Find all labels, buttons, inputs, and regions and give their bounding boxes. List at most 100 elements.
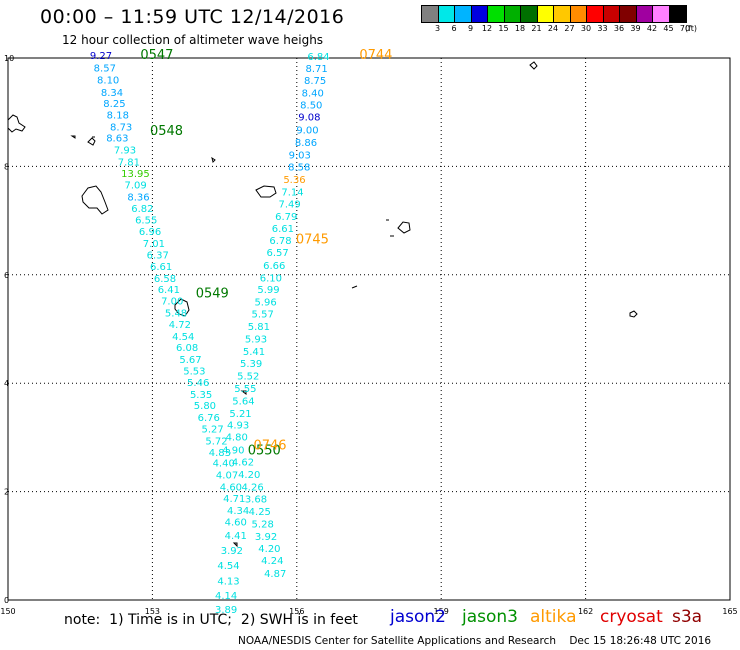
- swh-value: 6.61: [150, 262, 172, 273]
- island-outline: [70, 135, 76, 139]
- swh-value: 5.53: [183, 367, 205, 378]
- legend-swatch: [570, 6, 587, 22]
- swh-value: 6.37: [147, 251, 169, 262]
- swh-value: 7.93: [114, 145, 136, 156]
- swh-value: 7.14: [281, 188, 303, 199]
- swh-value: 7.00: [161, 297, 183, 308]
- legend-swatch: [554, 6, 571, 22]
- swh-value: 4.60: [220, 483, 242, 494]
- swh-value: 4.07: [216, 471, 238, 482]
- legend-label: 18: [514, 24, 526, 33]
- legend-label: 33: [597, 24, 608, 33]
- swh-value: 7.09: [124, 181, 146, 192]
- swh-value: 6.10: [260, 273, 282, 284]
- track-values: 9.27 8.578.10 8.348.258.188.738.637.937.81…: [90, 51, 330, 616]
- pass-time-label: 0548: [150, 124, 183, 139]
- y-tick-label: 10: [4, 54, 14, 63]
- island-outline: [629, 310, 638, 318]
- swh-value: 7.01: [143, 239, 165, 250]
- swh-value: 9.27: [90, 51, 112, 62]
- legend-label: 42: [646, 24, 658, 33]
- island-outlines: [7, 61, 638, 548]
- legend-swatch: [438, 6, 455, 22]
- swh-value: 4.24: [261, 556, 283, 567]
- legend-swatch: [603, 6, 620, 22]
- y-tick-label: 2: [4, 488, 9, 497]
- swh-value: 6.79: [275, 212, 297, 223]
- swh-value: 6.58: [154, 274, 176, 285]
- swh-value: 6.08: [176, 343, 198, 354]
- footer-note: note: 1) Time is in UTC; 2) SWH is in fe…: [64, 612, 358, 628]
- swh-value: 4.60: [225, 518, 247, 529]
- page-subtitle: 12 hour collection of altimeter wave hei…: [62, 33, 324, 47]
- y-tick-label: 4: [4, 379, 9, 388]
- swh-value: 7.81: [118, 157, 140, 168]
- swh-value: 5.39: [240, 359, 262, 370]
- island-outline: [7, 114, 26, 133]
- swh-value: 6.61: [272, 224, 294, 235]
- x-tick-label: 165: [722, 607, 737, 616]
- legend-label: 30: [580, 24, 592, 33]
- swh-value: 5.36: [283, 175, 305, 186]
- satellite-legend-item: cryosat: [600, 607, 663, 627]
- swh-value: 5.28: [252, 519, 274, 530]
- map-gridlines: [8, 58, 730, 600]
- swh-value: 6.78: [269, 236, 291, 247]
- legend-swatch: [455, 6, 472, 22]
- swh-value: 6.55: [135, 215, 157, 226]
- pass-time-label: 0746: [253, 438, 286, 453]
- island-outline: [232, 542, 238, 548]
- swh-value: 9.00: [296, 125, 318, 136]
- swh-value: 5.27: [201, 425, 223, 436]
- pass-time-label: 0547: [140, 48, 173, 63]
- swh-value: 8.71: [305, 64, 327, 75]
- swh-value: 6.82: [131, 204, 153, 215]
- legend-label: 45: [663, 24, 674, 33]
- swh-value: 5.55: [234, 384, 256, 395]
- swh-value: 3.92: [221, 546, 243, 557]
- island-outline: [351, 285, 358, 289]
- swh-value: 6.96: [139, 227, 161, 238]
- axis-tick-labels: 150 153 156 159 162 165 10 8 6 4 2 0: [0, 54, 737, 616]
- map-frame: [7, 57, 731, 601]
- legend-swatch: [488, 6, 505, 22]
- swh-value: 5.48: [165, 309, 187, 320]
- swh-value: 5.41: [243, 347, 265, 358]
- legend-label: 70: [679, 24, 691, 33]
- swh-value: 8.18: [107, 111, 129, 122]
- swh-value: 8.73: [110, 123, 132, 134]
- legend-label: (ft): [684, 24, 698, 33]
- legend-swatch: [504, 6, 521, 22]
- track-time-labels: 0547 0548 0549 0550 0744 0745 0746: [140, 48, 392, 459]
- legend-swatch: [521, 6, 538, 22]
- legend-label: 12: [481, 24, 493, 33]
- legend-label: 15: [498, 24, 509, 33]
- legend-label: 24: [547, 24, 559, 33]
- swh-value: 5.57: [252, 310, 274, 321]
- island-outline: [211, 156, 216, 163]
- swh-value: 9.08: [298, 112, 320, 123]
- legend-label: 3: [434, 24, 441, 33]
- swh-value: 4.34: [227, 506, 249, 517]
- page-title: 00:00 – 11:59 UTC 12/14/2016: [40, 6, 345, 28]
- swh-value: 4.54: [217, 561, 239, 572]
- swh-value: 8.40: [302, 88, 324, 99]
- swh-value: 6.41: [158, 285, 180, 296]
- swh-value: 4.20: [258, 544, 280, 555]
- swh-value: 3.89: [215, 605, 237, 616]
- swh-value: 4.72: [169, 320, 191, 331]
- legend-label: 9: [467, 24, 474, 33]
- x-tick-label: 150: [0, 607, 15, 616]
- island-outline: [87, 137, 96, 146]
- legend-label: 27: [564, 24, 575, 33]
- island-outline: [81, 185, 109, 215]
- pass-time-label: 0744: [359, 48, 392, 63]
- legend-label: 39: [630, 24, 641, 33]
- swh-value: 5.80: [194, 401, 216, 412]
- swh-value: 4.62: [232, 458, 254, 469]
- swh-value: 4.40: [213, 459, 235, 470]
- swh-value: 8.75: [304, 76, 326, 87]
- legend-label: 6: [451, 24, 457, 33]
- swh-value: 4.80: [226, 433, 248, 444]
- swh-value: 6.84: [307, 52, 329, 63]
